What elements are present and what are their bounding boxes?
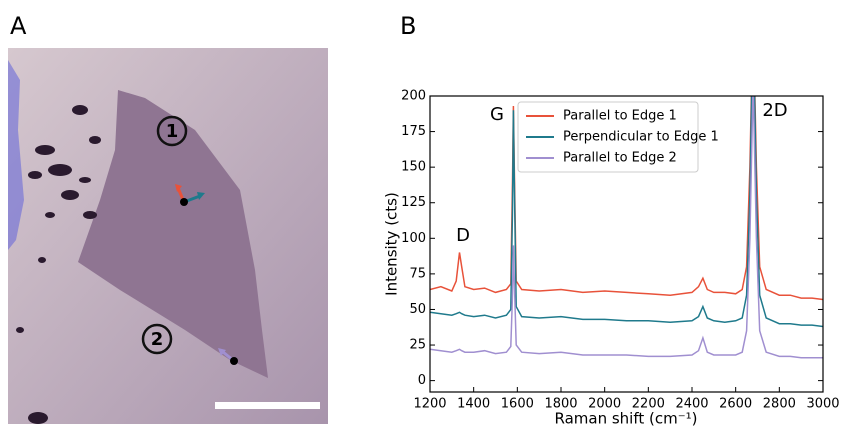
y-tick-label: 150 — [401, 160, 426, 175]
x-tick-label: 1800 — [544, 397, 577, 412]
x-tick-label: 2400 — [675, 397, 708, 412]
marker-label: 1 — [166, 121, 179, 142]
plot-frame — [429, 95, 824, 393]
x-tick-label: 2600 — [719, 397, 752, 412]
x-tick-label: 2800 — [763, 397, 796, 412]
x-tick-label: 1400 — [457, 397, 490, 412]
y-tick-label: 75 — [409, 266, 426, 281]
annotation: G — [490, 104, 504, 125]
y-tick-label: 50 — [409, 302, 426, 317]
y-axis-label: Intensity (cts) — [383, 192, 401, 296]
series-line — [430, 96, 823, 359]
x-axis-label: Raman shift (cm⁻¹) — [554, 410, 697, 428]
y-tick-label: 200 — [401, 89, 426, 104]
panel-label: A — [10, 12, 27, 40]
panel-label: B — [400, 12, 416, 40]
annotation: 2D — [762, 100, 787, 121]
x-tick-label: 2200 — [632, 397, 665, 412]
y-tick-label: 100 — [401, 231, 426, 246]
marker-label: 2 — [151, 329, 164, 350]
legend-label: Parallel to Edge 2 — [563, 151, 677, 166]
y-tick-label: 175 — [401, 124, 426, 139]
x-tick-label: 2000 — [588, 397, 621, 412]
legend-label: Parallel to Edge 1 — [563, 109, 677, 124]
series-group — [430, 96, 823, 359]
legend-label: Perpendicular to Edge 1 — [563, 130, 719, 145]
y-tick-label: 125 — [401, 195, 426, 210]
x-tick-label: 1200 — [413, 397, 446, 412]
x-tick-label: 1600 — [501, 397, 534, 412]
micrograph — [8, 48, 328, 424]
legend-box — [517, 101, 699, 173]
series-line — [430, 96, 823, 328]
y-tick-label: 25 — [409, 338, 426, 353]
annotation: D — [456, 225, 470, 246]
x-tick-label: 3000 — [806, 397, 839, 412]
y-tick-label: 0 — [418, 373, 426, 388]
